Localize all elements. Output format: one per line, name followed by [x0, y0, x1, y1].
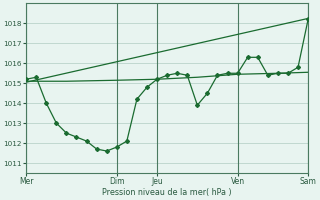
X-axis label: Pression niveau de la mer( hPa ): Pression niveau de la mer( hPa )	[102, 188, 232, 197]
